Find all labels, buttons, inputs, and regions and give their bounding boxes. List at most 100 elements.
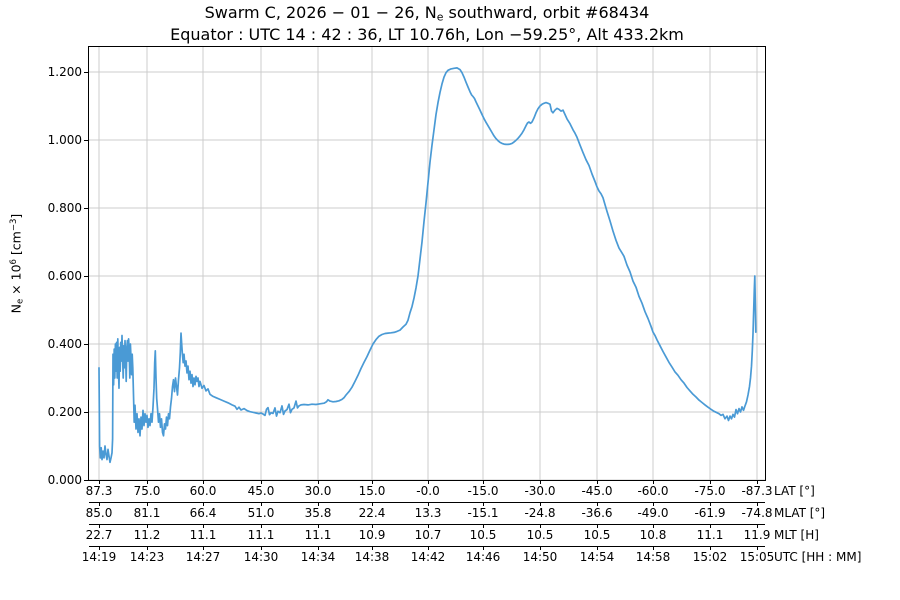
x-axis-row-caption: LAT [°] [774,484,815,498]
y-tick-mark [84,208,88,209]
x-tick-label: 14:38 [354,550,390,564]
y-tick-label: 1.200 [47,65,82,79]
x-tick-label: 15:02 [692,550,728,564]
chart-subtitle: Equator : UTC 14 : 42 : 36, LT 10.76h, L… [170,25,684,44]
x-tick-label: 10.7 [414,528,442,542]
x-tick-mark [372,503,373,506]
y-tick-label: 0.400 [47,337,82,351]
y-tick-mark [84,72,88,73]
x-tick-mark [203,547,204,550]
x-tick-mark [372,481,373,484]
x-tick-label: -24.8 [524,506,556,520]
x-tick-mark [653,547,654,550]
x-tick-mark [428,525,429,528]
x-tick-mark [653,481,654,484]
x-tick-label: 10.5 [526,528,554,542]
x-tick-label: 60.0 [189,484,217,498]
plot-area [88,46,766,481]
x-tick-label: 87.3 [85,484,113,498]
x-tick-mark [483,503,484,506]
y-tick-label: 0.800 [47,201,82,215]
plot-svg [89,47,765,480]
x-tick-label: 10.5 [469,528,497,542]
x-tick-mark [653,525,654,528]
x-axis-row-line [89,524,765,525]
x-tick-label: 81.1 [133,506,161,520]
x-tick-mark [99,547,100,550]
y-tick-label: 0.200 [47,405,82,419]
x-tick-mark [483,525,484,528]
x-tick-label: 14:27 [185,550,221,564]
x-tick-mark [653,503,654,506]
x-tick-label: 14:30 [243,550,279,564]
x-tick-mark [372,525,373,528]
x-tick-label: 14:23 [129,550,165,564]
x-tick-mark [710,547,711,550]
x-tick-label: 13.3 [414,506,442,520]
x-tick-label: -15.0 [467,484,499,498]
chart-title-text-post: southward, orbit #68434 [443,3,650,22]
x-tick-mark [483,547,484,550]
x-tick-mark [318,481,319,484]
x-tick-label: 30.0 [304,484,332,498]
x-tick-mark [757,503,758,506]
x-tick-label: 66.4 [189,506,217,520]
x-tick-mark [483,481,484,484]
x-tick-mark [540,547,541,550]
x-tick-mark [597,503,598,506]
x-tick-label: 11.2 [133,528,161,542]
x-tick-label: -75.0 [694,484,726,498]
x-tick-mark [597,525,598,528]
x-tick-label: 75.0 [133,484,161,498]
y-tick-mark [84,412,88,413]
x-tick-mark [540,481,541,484]
x-tick-mark [757,481,758,484]
x-tick-label: 35.8 [304,506,332,520]
x-tick-mark [540,503,541,506]
y-axis-label: Ne × 106 [cm−3] [8,213,26,314]
x-axis-row-line [89,502,765,503]
x-tick-mark [99,525,100,528]
x-tick-mark [147,547,148,550]
x-tick-mark [428,547,429,550]
x-tick-label: 11.1 [696,528,724,542]
y-tick-mark [84,140,88,141]
x-tick-label: -60.0 [637,484,669,498]
x-tick-label: -49.0 [637,506,669,520]
y-tick-label: 1.000 [47,133,82,147]
x-tick-mark [99,481,100,484]
x-tick-mark [597,547,598,550]
x-tick-mark [147,481,148,484]
x-tick-mark [318,503,319,506]
x-tick-label: 14:50 [522,550,558,564]
x-tick-mark [710,481,711,484]
x-tick-label: 11.9 [743,528,771,542]
x-tick-label: 15:05 [739,550,775,564]
x-tick-mark [710,525,711,528]
x-axis-row-caption: MLAT [°] [774,506,826,520]
x-tick-label: -30.0 [524,484,556,498]
ne-data-line [98,67,757,464]
x-tick-mark [597,481,598,484]
chart-title-text: Swarm C, 2026 − 01 − 26, N [204,3,437,22]
x-axis-row-caption: UTC [HH : MM] [774,550,862,564]
y-tick-label: 0.000 [47,473,82,487]
x-tick-mark [710,503,711,506]
x-tick-mark [428,481,429,484]
x-tick-label: -36.6 [581,506,613,520]
x-tick-mark [99,503,100,506]
x-tick-mark [261,503,262,506]
x-tick-mark [757,547,758,550]
x-tick-mark [318,547,319,550]
x-tick-label: 14:34 [300,550,336,564]
x-tick-mark [147,525,148,528]
x-tick-label: 14:19 [81,550,117,564]
chart-title-subscript: e [436,10,444,24]
x-tick-label: 45.0 [247,484,275,498]
x-axis-row-line [89,546,765,547]
x-tick-label: 10.8 [639,528,667,542]
x-tick-mark [318,525,319,528]
x-tick-mark [372,547,373,550]
x-tick-mark [261,525,262,528]
